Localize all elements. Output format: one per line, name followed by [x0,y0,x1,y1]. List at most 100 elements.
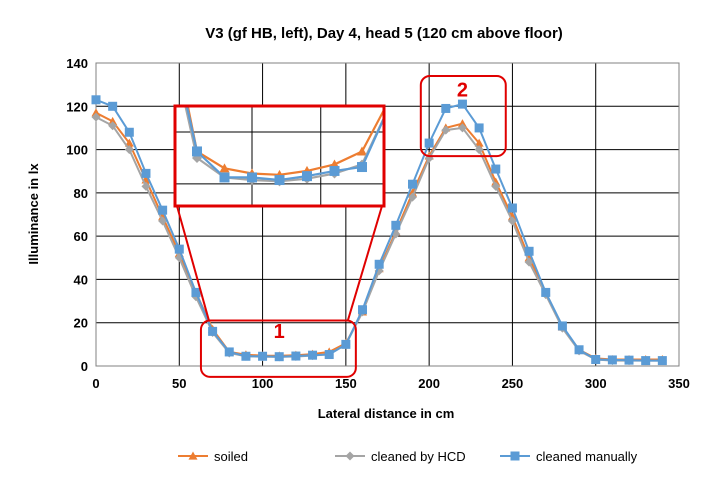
data-point [374,259,384,269]
data-point [174,244,184,254]
data-point [91,95,101,105]
data-point [208,326,218,336]
data-point [158,216,168,226]
y-tick-label: 140 [66,56,88,71]
legend-item: cleaned manually [500,449,638,464]
data-point [274,352,284,362]
data-point [557,321,567,331]
annotation-label-2: 2 [457,80,468,102]
data-point [308,350,318,360]
y-tick-label: 20 [74,316,88,331]
data-point [141,181,151,191]
legend-item: cleaned by HCD [335,449,466,464]
legend-item: soiled [178,449,248,464]
data-point [507,203,517,213]
legend-label: cleaned by HCD [371,449,466,464]
data-point [241,351,251,361]
x-tick-label: 250 [502,376,524,391]
y-axis-label: Illuminance in lx [26,163,41,265]
inset-data-point [357,146,367,156]
data-point [524,246,534,256]
legend-label: cleaned manually [536,449,638,464]
data-point [507,216,517,226]
data-point [141,168,151,178]
data-point [407,192,417,202]
inset-data-point [274,175,285,186]
data-point [91,108,101,117]
data-point [191,287,201,297]
data-point [491,164,501,174]
data-point [108,121,118,131]
x-tick-label: 0 [92,376,99,391]
x-tick-label: 200 [418,376,440,391]
x-axis-label: Lateral distance in cm [318,406,455,421]
data-point [474,138,484,147]
annotation-box-2 [419,74,507,158]
data-point [441,103,451,113]
series-cleaned-manually [91,95,667,366]
y-tick-label: 80 [74,186,88,201]
inset-data-point [247,172,257,183]
inset-series-cleaned-manually [185,106,384,186]
data-point [108,101,118,111]
data-point [607,355,617,365]
inset-frame [173,104,386,208]
data-point [474,123,484,133]
inset-zoom [173,104,386,321]
legend-label: soiled [214,449,248,464]
data-point [491,181,501,191]
x-tick-label: 300 [585,376,607,391]
inset-data-point [192,146,202,157]
y-tick-label: 0 [81,359,88,374]
y-tick-label: 40 [74,272,88,287]
y-tick-label: 120 [66,99,88,114]
data-point [91,112,101,122]
data-point [391,220,401,230]
data-point [541,287,551,297]
inset-background [175,106,384,206]
annotation-label-1: 1 [274,321,285,343]
data-point [457,119,467,128]
plot-frame [95,62,680,367]
inset-connector [176,205,210,321]
y-tick-label: 60 [74,229,88,244]
data-point [457,99,467,109]
legend-marker [345,451,355,461]
x-tick-label: 350 [668,376,690,391]
inset-data-point [219,172,230,183]
inset-data-point [329,165,340,176]
inset-data-point [357,162,367,173]
data-point [358,305,368,315]
data-point [407,179,417,189]
data-point [291,351,301,361]
inset-data-point [302,171,312,182]
data-point [324,350,334,360]
legend-marker [188,451,198,460]
legend-marker [510,451,520,461]
chart-title: V3 (gf HB, left), Day 4, head 5 (120 cm … [205,25,563,42]
data-point [641,356,651,366]
data-point [124,127,134,137]
data-point [457,123,467,133]
data-point [341,339,351,349]
data-point [524,257,534,267]
data-point [657,356,667,366]
annotations-layer: 12 [199,74,507,378]
data-point [624,355,634,365]
y-tick-labels: 0 20 40 60 80 100 120 140 [66,56,88,374]
series-layer [91,95,667,366]
y-tick-label: 100 [66,143,88,158]
legend: soiled cleaned by HCD cleaned manually [178,449,638,464]
x-tick-labels: 0 50 100 150 200 250 300 350 [92,376,689,391]
data-point [224,347,234,357]
data-point [474,145,484,155]
data-point [258,351,268,361]
data-point [574,345,584,355]
data-point [158,205,168,215]
data-point [124,145,134,155]
data-point [591,355,601,365]
annotation-box-1 [199,319,357,378]
x-tick-label: 150 [335,376,357,391]
data-point [424,138,434,148]
